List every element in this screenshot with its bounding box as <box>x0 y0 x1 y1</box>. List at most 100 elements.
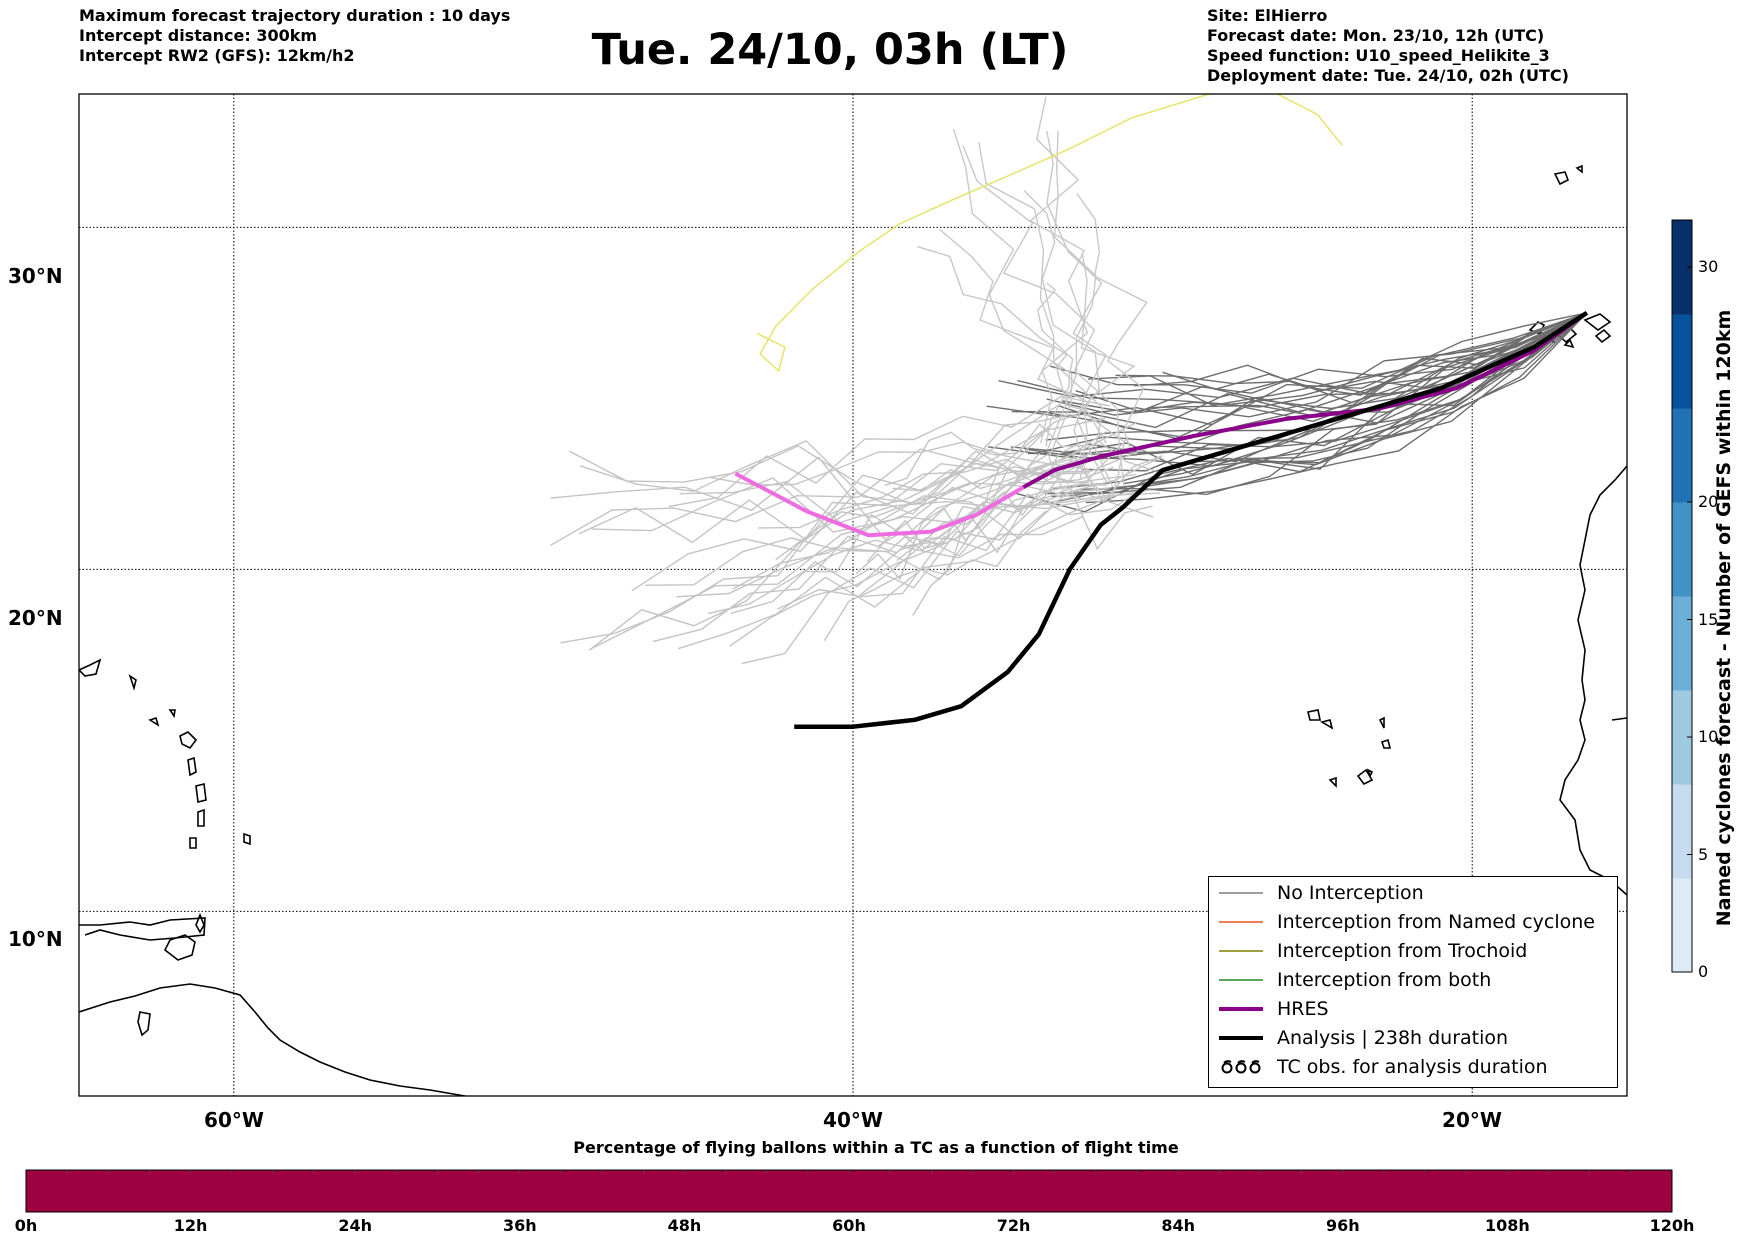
island-guadeloupe <box>179 731 198 750</box>
legend-item-no-interception: No Interception <box>1219 878 1424 907</box>
island-capeverde-6 <box>1328 776 1337 788</box>
info-deployment-date: Deployment date: Tue. 24/10, 02h (UTC) <box>1207 66 1569 85</box>
colorbar-segment <box>1672 314 1692 409</box>
island-small-1 <box>168 709 176 719</box>
ensemble-track-dark <box>1046 312 1588 418</box>
ensemble-track-light <box>802 466 1114 573</box>
flight-bar-label: Percentage of flying ballons within a TC… <box>573 1138 1179 1157</box>
legend-item-both: Interception from both <box>1219 965 1491 994</box>
ensemble-track-light <box>884 423 1085 487</box>
guyana-coast <box>137 1011 151 1037</box>
info-intercept-distance: Intercept distance: 300km <box>79 26 318 45</box>
island-elhierro <box>1563 338 1575 349</box>
island-capeverde-2 <box>1319 719 1334 730</box>
island-capeverde-3 <box>1378 716 1385 729</box>
ensemble-track-light <box>1037 282 1074 447</box>
island-capeverde-7 <box>1366 768 1374 779</box>
named-cyclone-track <box>756 94 1343 373</box>
flight-bar-tick-label: 12h <box>173 1216 208 1235</box>
colorbar-tick-label: 20 <box>1698 492 1719 511</box>
info-speed-function: Speed function: U10_speed_Helikite_3 <box>1207 46 1550 65</box>
colorbar-segment <box>1672 502 1692 597</box>
flight-bar-tick-label: 0h <box>14 1216 38 1235</box>
ensemble-track-light <box>560 425 1051 644</box>
legend-item-trochoid: Interception from Trochoid <box>1219 936 1527 965</box>
ensemble-track-light <box>589 444 1155 650</box>
flight-bar-tick-label: 120h <box>1649 1216 1695 1235</box>
venezuela-coast <box>79 917 206 941</box>
tobago-coast <box>195 912 205 934</box>
lat-label-10: 10°N <box>8 927 63 951</box>
colorbar-tick-label: 15 <box>1698 609 1719 629</box>
island-fuerteventura <box>1583 313 1612 331</box>
colorbar-segment <box>1672 596 1692 691</box>
ensemble-track-light <box>550 456 1154 541</box>
trinidad-coast <box>163 934 196 961</box>
ensemble-track-light <box>550 417 1106 546</box>
island-small-2 <box>148 716 160 727</box>
flight-time-bar <box>25 1169 1673 1213</box>
island-capeverde-5 <box>1356 768 1374 786</box>
ensemble-track-light <box>676 489 1151 598</box>
ensemble-track-light <box>652 452 1093 643</box>
analysis-line <box>794 311 1589 729</box>
ensemble-track-light <box>916 245 1107 444</box>
analysis-trajectory <box>794 311 1589 729</box>
flight-bar-tick-label: 84h <box>1161 1216 1196 1235</box>
ensemble-track-light <box>1076 192 1148 449</box>
ensemble-track-dark <box>1011 312 1588 429</box>
legend: No Interception Interception from Named … <box>1208 876 1618 1088</box>
lon-label-20: 20°W <box>1442 1108 1502 1132</box>
hres-trajectory <box>734 311 1588 538</box>
flight-bar-tick-label: 36h <box>502 1216 537 1235</box>
ensemble-track-light <box>1046 130 1107 480</box>
ensemble-track-light <box>1023 190 1108 483</box>
ensemble-track-light <box>952 128 1073 492</box>
ensemble-track-light <box>588 402 1062 651</box>
flight-bar-tick-label: 72h <box>996 1216 1031 1235</box>
ensemble-track-light <box>962 145 1125 487</box>
info-left: Maximum forecast trajectory duration : 1… <box>79 6 510 66</box>
island-grancanaria <box>1594 328 1612 344</box>
ensemble-track-light <box>978 141 1114 488</box>
africa-coast-spur <box>1611 717 1627 721</box>
colorbar-segment <box>1672 878 1692 973</box>
legend-swatch <box>1219 1033 1263 1043</box>
island-barbados <box>243 832 251 846</box>
info-intercept-rw2: Intercept RW2 (GFS): 12km/h2 <box>79 46 355 65</box>
info-forecast-date: Forecast date: Mon. 23/10, 12h (UTC) <box>1207 26 1545 45</box>
colorbar-segment <box>1672 408 1692 503</box>
ensemble-track-light <box>939 228 1107 499</box>
flight-bar-tick-label: 108h <box>1484 1216 1530 1235</box>
legend-swatch <box>1219 917 1263 927</box>
ensemble-track-light <box>823 510 1047 642</box>
ensemble-track-light <box>644 457 1084 586</box>
colorbar-tick-label: 10 <box>1698 727 1719 746</box>
island-stlucia <box>197 808 205 827</box>
ensemble-track-light <box>732 455 1163 590</box>
legend-swatch <box>1219 975 1263 985</box>
ensemble-track-dark <box>1123 312 1588 485</box>
lon-label-60: 60°W <box>204 1108 264 1132</box>
ensemble-track-light <box>631 421 1138 592</box>
island-martinique <box>195 783 207 803</box>
info-right: Site: ElHierro Forecast date: Mon. 23/10… <box>1207 6 1569 86</box>
flight-bar-fill <box>25 1169 1673 1213</box>
legend-swatch <box>1219 946 1263 956</box>
legend-item-hres: HRES <box>1219 994 1329 1023</box>
puerto-rico-coast <box>79 658 102 677</box>
legend-item-tc-obs: TC obs. for analysis duration <box>1219 1052 1548 1081</box>
info-max-duration: Maximum forecast trajectory duration : 1… <box>79 6 511 25</box>
legend-item-named-cyclone: Interception from Named cyclone <box>1219 907 1595 936</box>
flight-bar-tick-label: 48h <box>667 1216 702 1235</box>
africa-coast <box>1559 465 1627 896</box>
ensemble-track-light <box>775 413 1071 561</box>
flight-bar-tick-label: 96h <box>1325 1216 1360 1235</box>
legend-item-analysis: Analysis | 238h duration <box>1219 1023 1508 1052</box>
info-site: Site: ElHierro <box>1207 6 1328 25</box>
south-america-coast <box>79 983 466 1096</box>
ensemble-track-dark <box>1017 312 1588 406</box>
ensemble-track-light <box>568 445 1085 506</box>
hres-line <box>1022 311 1588 490</box>
lat-label-20: 20°N <box>8 606 63 630</box>
